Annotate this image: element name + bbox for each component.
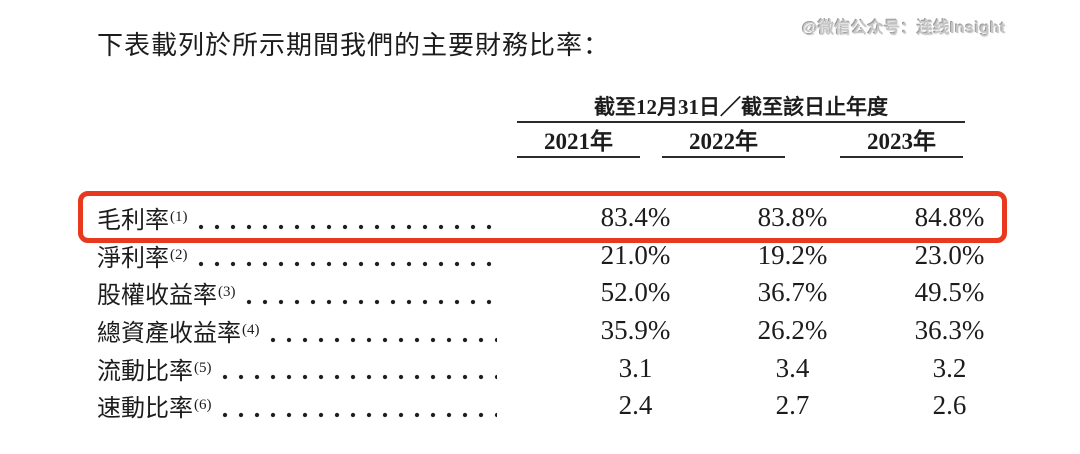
dot-leader [269,323,497,346]
row-label: 流動比率 [97,358,193,385]
value-2022: 26.2% [757,315,828,346]
table-row-return-on-assets: 總資產收益率(4) 35.9% 26.2% 36.3% [97,312,1028,350]
table-row-net-margin: 淨利率(2) 21.0% 19.2% 23.0% [97,237,1028,275]
footnote-ref: (1) [170,209,188,226]
dot-leader [197,210,497,233]
dot-leader [221,398,497,421]
year-column-2021: 2021年 [517,128,640,158]
row-label: 總資產收益率 [97,321,241,348]
dot-leader [245,285,497,308]
row-label: 毛利率 [97,208,169,235]
footnote-ref: (3) [218,284,236,301]
table-row-return-on-equity: 股權收益率(3) 52.0% 36.7% 49.5% [97,274,1028,312]
year-column-2022: 2022年 [662,128,785,158]
value-2023: 3.2 [932,352,967,383]
value-2021: 35.9% [600,315,671,346]
page-title: 下表載列於所示期間我們的主要財務比率： [97,31,611,60]
watermark: @微信公众号：连线Insight [801,20,1006,37]
footnote-ref: (5) [194,359,212,376]
footnote-ref: (4) [242,322,260,339]
dot-leader [197,248,497,271]
value-2022: 19.2% [757,239,828,270]
period-header: 截至12月31日／截至該日止年度 [594,95,888,119]
value-2023: 84.8% [914,202,985,233]
value-2022: 36.7% [757,277,828,308]
value-2022: 3.4 [775,352,810,383]
value-2021: 52.0% [600,277,671,308]
year-column-2023: 2023年 [840,128,963,158]
row-label: 股權收益率 [97,283,217,310]
table-row-quick-ratio: 速動比率(6) 2.4 2.7 2.6 [97,387,1028,425]
value-2021: 3.1 [618,352,653,383]
value-2023: 36.3% [914,315,985,346]
value-2022: 83.8% [757,202,828,233]
table-row-current-ratio: 流動比率(5) 3.1 3.4 3.2 [97,349,1028,387]
header-rule [517,121,965,123]
value-2023: 23.0% [914,239,985,270]
value-2022: 2.7 [775,390,810,421]
value-2023: 2.6 [932,390,967,421]
row-label: 淨利率 [97,245,169,272]
table-body: 毛利率(1) 83.4% 83.8% 84.8% 淨利率(2) 21.0% 19… [78,191,1028,425]
row-label: 速動比率 [97,396,193,423]
dot-leader [221,361,497,384]
footnote-ref: (6) [194,397,212,414]
value-2021: 2.4 [618,390,653,421]
footnote-ref: (2) [170,246,188,263]
value-2021: 83.4% [600,202,671,233]
value-2021: 21.0% [600,239,671,270]
table-row-gross-margin: 毛利率(1) 83.4% 83.8% 84.8% [97,199,1028,237]
value-2023: 49.5% [914,277,985,308]
